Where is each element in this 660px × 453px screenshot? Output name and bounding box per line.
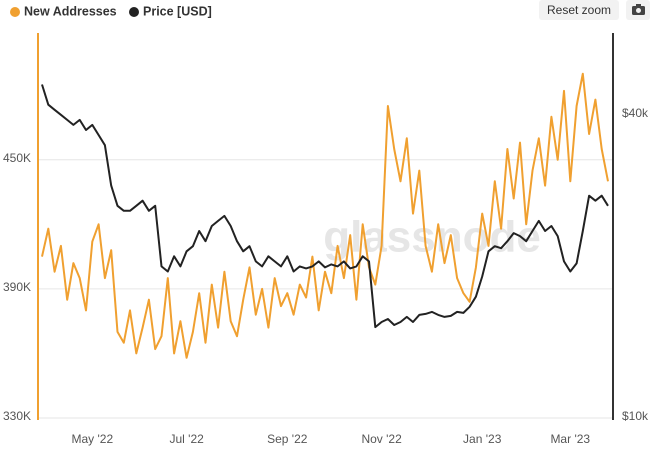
x-tick-label: Sep '22 — [267, 432, 308, 446]
y-tick-label: 450K — [3, 151, 31, 165]
x-tick-label: Jan '23 — [463, 432, 502, 446]
camera-button[interactable] — [626, 0, 650, 20]
legend-marker[interactable] — [10, 7, 20, 17]
x-tick-label: Jul '22 — [169, 432, 204, 446]
y-tick-label: 390K — [3, 280, 31, 294]
legend-marker[interactable] — [129, 7, 139, 17]
legend-label[interactable]: New Addresses — [24, 4, 117, 18]
x-tick-label: Nov '22 — [361, 432, 402, 446]
reset-zoom-button[interactable]: Reset zoom — [539, 0, 619, 20]
y-tick-label: 330K — [3, 409, 31, 423]
y2-tick-label: $10k — [622, 409, 649, 423]
data-line — [41, 72, 609, 359]
y2-tick-label: $40k — [622, 106, 649, 120]
data-line — [41, 84, 609, 329]
x-tick-label: May '22 — [71, 432, 113, 446]
legend-label[interactable]: Price [USD] — [143, 4, 212, 18]
x-tick-label: Mar '23 — [550, 432, 590, 446]
watermark: glassnode — [323, 213, 541, 262]
